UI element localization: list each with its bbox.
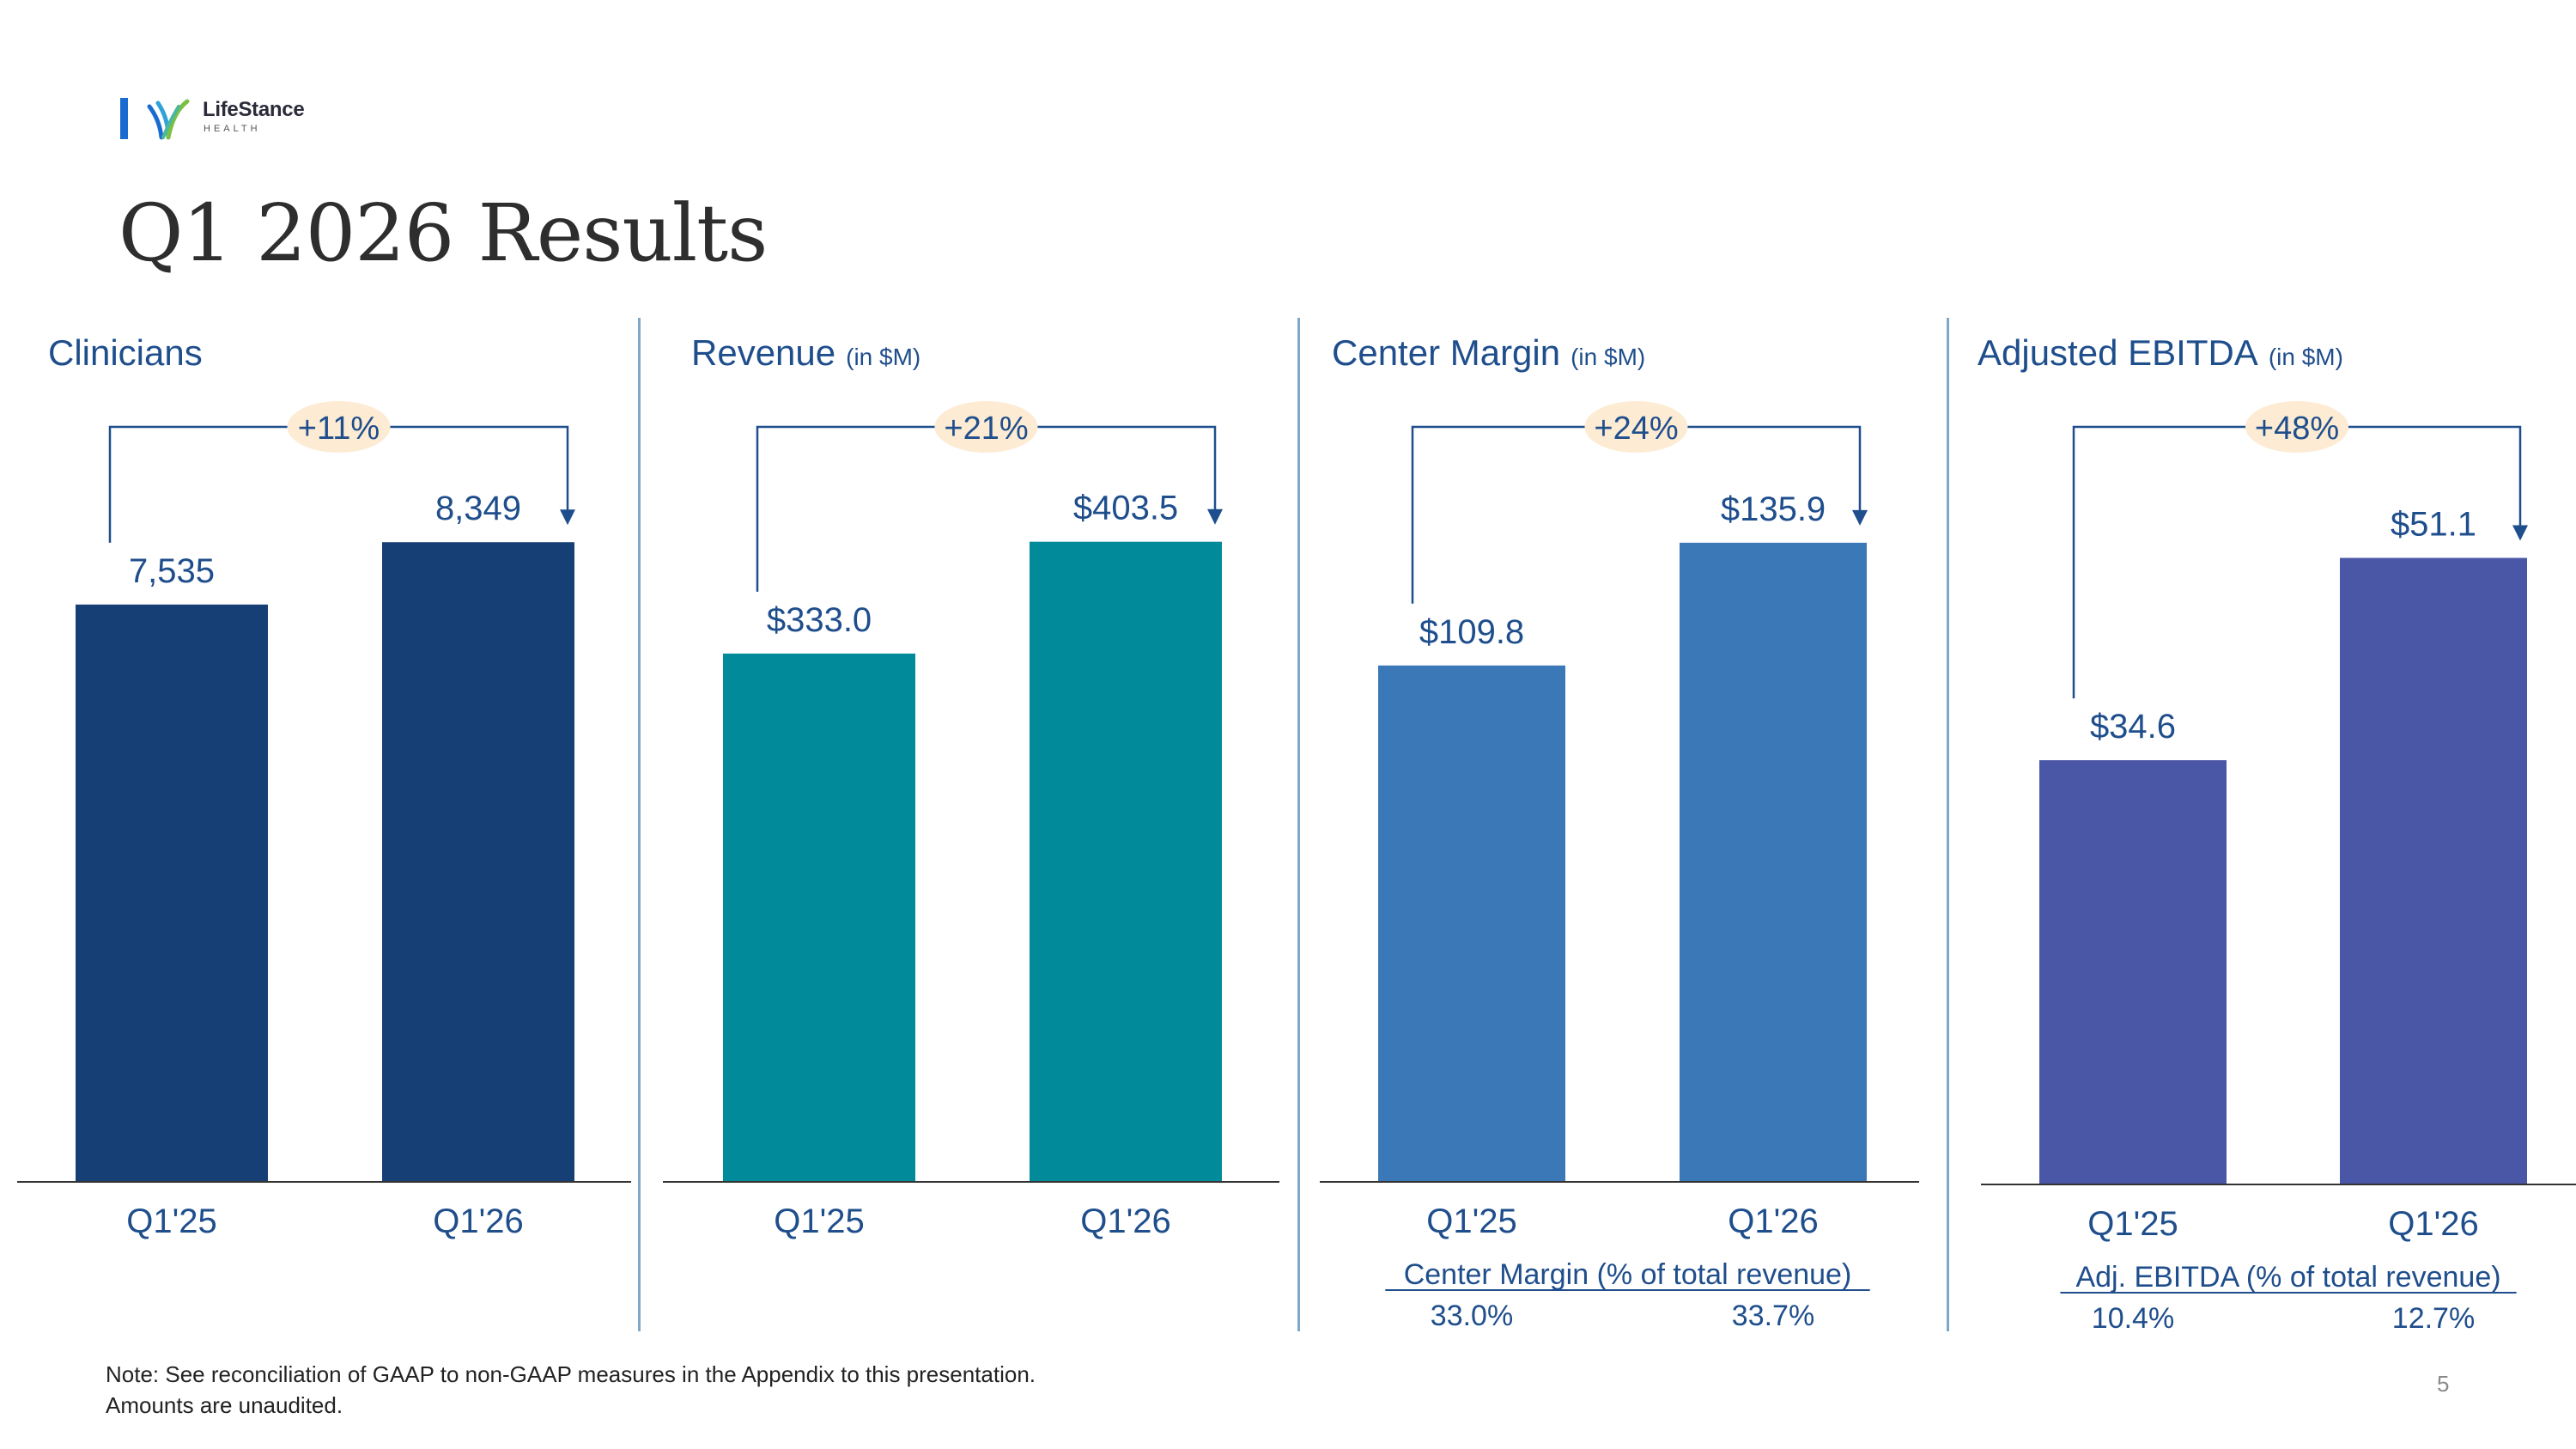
bar-value-label: 8,349 [435, 490, 521, 527]
logo-subtitle: HEALTH [204, 124, 261, 134]
category-label: Q1'26 [2388, 1205, 2479, 1243]
bar [382, 542, 574, 1182]
footnote: Note: See reconciliation of GAAP to non-… [106, 1359, 1036, 1421]
chart-title-unit: (in $M) [2269, 344, 2343, 370]
margin-caption: Center Margin (% of total revenue) [1404, 1258, 1852, 1291]
chart-title-unit: (in $M) [1571, 344, 1645, 370]
bar [76, 604, 268, 1182]
bar [1680, 542, 1867, 1182]
growth-arrowhead [1852, 509, 1868, 526]
category-label: Q1'26 [433, 1202, 524, 1240]
growth-arrowhead [1207, 508, 1223, 525]
bar-value-label: $403.5 [1073, 490, 1178, 527]
footnote-line: Amounts are unaudited. [106, 1392, 343, 1418]
bar-charts: Clinicians 7,535 Q1'25 8,349 Q1'26 +11% Revenu… [17, 332, 2576, 1335]
growth-label: +24% [1594, 411, 1678, 447]
category-label: Q1'26 [1728, 1202, 1819, 1240]
bar-value-label: $109.8 [1419, 613, 1524, 651]
logo-mark-icon [147, 99, 190, 140]
bar [2340, 557, 2527, 1184]
category-label: Q1'25 [2087, 1205, 2178, 1243]
growth-highlight [2245, 401, 2348, 453]
logo-accent-bar [120, 98, 128, 139]
chart-title-text: Center Margin [1332, 332, 1560, 373]
page-title: Q1 2026 Results [118, 187, 768, 279]
logo-name: LifeStance [203, 98, 305, 121]
margin-value: 33.0% [1431, 1300, 1513, 1332]
growth-highlight [287, 401, 391, 453]
bar-value-label: $333.0 [767, 601, 872, 639]
footnote-line: Note: See reconciliation of GAAP to non-… [106, 1361, 1036, 1387]
margin-caption: Adj. EBITDA (% of total revenue) [2075, 1261, 2500, 1294]
growth-label: +21% [944, 411, 1028, 447]
panel-divider [1297, 318, 1300, 1331]
growth-label: +11% [298, 411, 380, 447]
chart-title-text: Adjusted EBITDA [1978, 332, 2258, 373]
chart-title-unit: (in $M) [846, 344, 920, 370]
chart-title-text: Revenue [691, 332, 835, 373]
chart-title-text: Clinicians [48, 332, 203, 373]
growth-arrowhead [560, 509, 575, 526]
bar [723, 653, 915, 1182]
bar-value-label: $135.9 [1721, 490, 1826, 528]
growth-label: +48% [2255, 411, 2339, 447]
margin-value: 12.7% [2392, 1302, 2475, 1335]
margin-value: 33.7% [1732, 1300, 1814, 1332]
chart-title: Adjusted EBITDA (in $M) [1978, 332, 2343, 373]
bar [1030, 541, 1222, 1182]
bar-value-label: 7,535 [129, 552, 215, 590]
growth-highlight [934, 401, 1038, 453]
panel-divider [1947, 318, 1949, 1331]
bar [2039, 760, 2227, 1184]
category-label: Q1'25 [774, 1202, 865, 1240]
chart-title: Clinicians [48, 332, 203, 373]
bar [1378, 665, 1565, 1182]
category-label: Q1'26 [1080, 1202, 1171, 1240]
margin-value: 10.4% [2092, 1302, 2174, 1335]
chart-title: Center Margin (in $M) [1332, 332, 1645, 373]
growth-highlight [1584, 401, 1688, 453]
panel-divider [638, 318, 641, 1331]
category-label: Q1'25 [1426, 1202, 1517, 1240]
bar-value-label: $51.1 [2391, 506, 2476, 544]
chart-title: Revenue (in $M) [691, 332, 920, 373]
bar-value-label: $34.6 [2090, 708, 2176, 746]
growth-arrowhead [2512, 525, 2528, 541]
page-number: 5 [2437, 1371, 2450, 1397]
company-logo: LifeStance HEALTH [120, 93, 326, 144]
category-label: Q1'25 [126, 1202, 217, 1240]
